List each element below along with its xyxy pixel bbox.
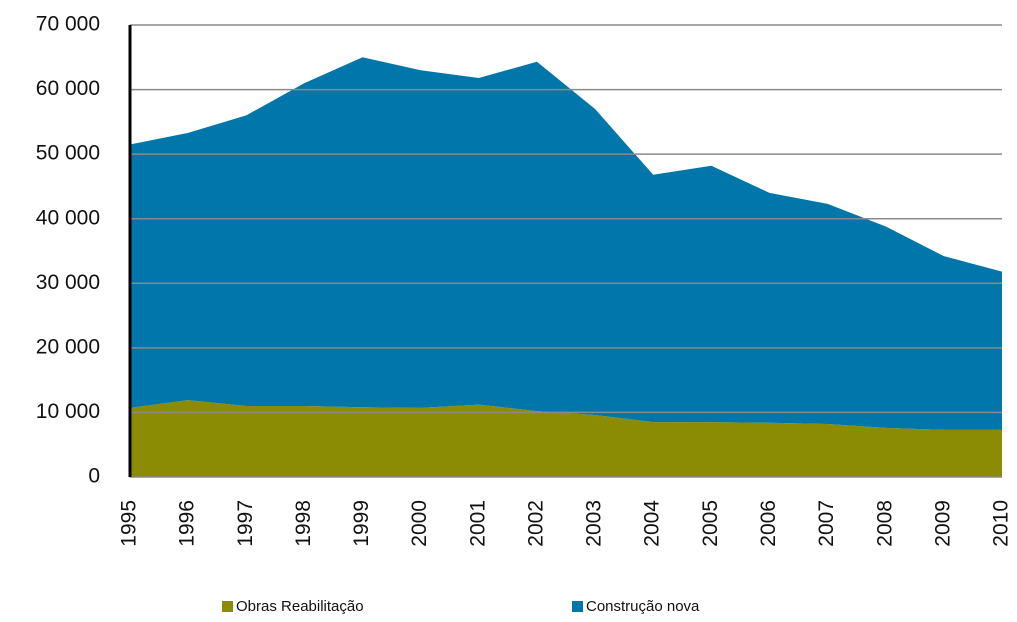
x-tick-label: 2003 xyxy=(583,500,606,547)
legend-swatch xyxy=(572,601,583,612)
y-tick-label: 20 000 xyxy=(36,335,100,358)
x-tick-label: 2000 xyxy=(408,500,431,547)
legend-label: Construção nova xyxy=(586,598,700,615)
legend-label: Obras Reabilitação xyxy=(236,598,364,615)
y-tick-label: 50 000 xyxy=(36,142,100,165)
area xyxy=(130,57,1002,430)
x-tick-label: 2006 xyxy=(757,500,780,547)
x-tick-label: 1995 xyxy=(118,500,141,547)
y-tick-label: 10 000 xyxy=(36,400,100,423)
area xyxy=(130,400,1002,477)
x-tick-label: 2009 xyxy=(931,500,954,547)
x-tick-label: 1998 xyxy=(292,500,315,547)
y-tick-label: 40 000 xyxy=(36,206,100,229)
x-tick-label: 2001 xyxy=(466,500,489,547)
x-tick-label: 2007 xyxy=(815,500,838,547)
x-tick-label: 2005 xyxy=(699,500,722,547)
y-tick-label: 30 000 xyxy=(36,271,100,294)
y-tick-label: 70 000 xyxy=(36,13,100,36)
y-tick-label: 0 xyxy=(88,465,100,488)
x-tick-label: 2004 xyxy=(641,500,664,547)
x-tick-label: 1996 xyxy=(176,500,199,547)
x-tick-label: 2008 xyxy=(873,500,896,547)
x-tick-label: 1999 xyxy=(350,500,373,547)
x-tick-label: 2002 xyxy=(524,500,547,547)
x-tick-label: 1997 xyxy=(234,500,257,547)
y-tick-label: 60 000 xyxy=(36,77,100,100)
x-tick-label: 2010 xyxy=(990,500,1013,547)
legend-swatch xyxy=(222,601,233,612)
